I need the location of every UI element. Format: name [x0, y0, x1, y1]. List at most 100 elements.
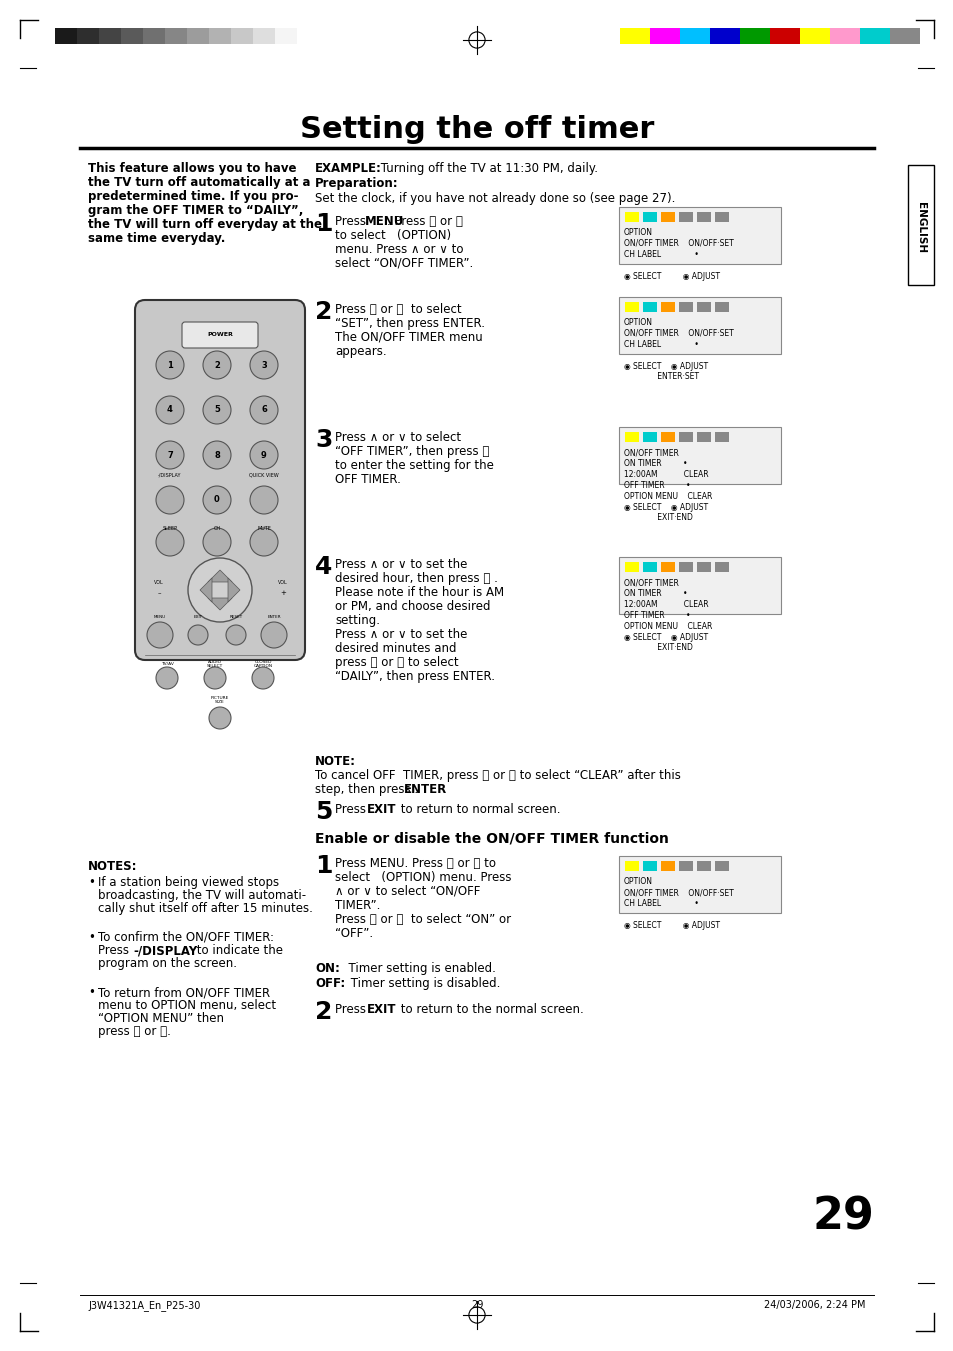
Circle shape [250, 528, 277, 557]
Bar [800, 28, 829, 45]
Text: MENU: MENU [153, 615, 166, 619]
Circle shape [156, 396, 184, 424]
Text: menu to OPTION menu, select: menu to OPTION menu, select [98, 998, 275, 1012]
Polygon shape [208, 598, 232, 611]
Bar [99, 28, 121, 45]
Text: 2: 2 [314, 300, 332, 324]
FancyBboxPatch shape [618, 427, 781, 484]
FancyBboxPatch shape [182, 322, 257, 349]
Text: AUDIO
SELECT: AUDIO SELECT [207, 659, 223, 669]
Text: select   (OPTION) menu. Press: select (OPTION) menu. Press [335, 871, 511, 884]
Circle shape [204, 667, 226, 689]
Text: ENTER: ENTER [403, 784, 446, 796]
Bar [209, 28, 231, 45]
Bar [679, 28, 709, 45]
Text: to return to normal screen.: to return to normal screen. [396, 802, 560, 816]
Text: CH LABEL              •: CH LABEL • [623, 340, 699, 349]
Bar [714, 303, 728, 312]
Bar [55, 28, 77, 45]
Text: ON/OFF TIMER    ON/OFF·SET: ON/OFF TIMER ON/OFF·SET [623, 888, 733, 897]
FancyBboxPatch shape [618, 207, 781, 263]
Bar [679, 303, 692, 312]
Bar [907, 165, 933, 285]
Text: MUTE: MUTE [256, 526, 271, 531]
Text: to select   (OPTION): to select (OPTION) [335, 230, 451, 242]
Text: Please note if the hour is AM: Please note if the hour is AM [335, 586, 503, 598]
FancyBboxPatch shape [618, 857, 781, 913]
Text: ◉ SELECT    ◉ ADJUST
              EXIT·END: ◉ SELECT ◉ ADJUST EXIT·END [623, 503, 707, 523]
Text: EXAMPLE:: EXAMPLE: [314, 162, 381, 176]
Text: 12:00AM           CLEAR: 12:00AM CLEAR [623, 470, 708, 480]
Circle shape [250, 396, 277, 424]
Text: 2: 2 [314, 1000, 332, 1024]
Text: Press ∧ or ∨ to set the: Press ∧ or ∨ to set the [335, 558, 467, 571]
Bar [77, 28, 99, 45]
Bar [165, 28, 187, 45]
Text: Press 〈 or 〉  to select “ON” or: Press 〈 or 〉 to select “ON” or [335, 913, 511, 925]
Text: ENGLISH: ENGLISH [915, 203, 925, 254]
Bar [624, 861, 639, 871]
Circle shape [250, 486, 277, 513]
Text: “OPTION MENU” then: “OPTION MENU” then [98, 1012, 224, 1025]
Text: 5: 5 [213, 405, 220, 415]
Bar [740, 28, 769, 45]
Text: OPTION: OPTION [623, 317, 652, 327]
Text: NOTES:: NOTES: [88, 861, 137, 873]
Text: -/DISPLAY: -/DISPLAY [158, 473, 182, 477]
FancyBboxPatch shape [618, 557, 781, 613]
Text: 29: 29 [471, 1300, 482, 1310]
Text: Press: Press [335, 802, 370, 816]
Circle shape [156, 486, 184, 513]
Text: EXIT: EXIT [367, 1002, 396, 1016]
Text: 1: 1 [314, 854, 333, 878]
Bar [679, 861, 692, 871]
Text: The ON/OFF TIMER menu: The ON/OFF TIMER menu [335, 331, 482, 345]
FancyBboxPatch shape [135, 300, 305, 661]
Bar [679, 562, 692, 571]
Text: desired hour, then press 〉 .: desired hour, then press 〉 . [335, 571, 497, 585]
Bar [231, 28, 253, 45]
Bar [187, 28, 209, 45]
Text: QUICK VIEW: QUICK VIEW [249, 473, 278, 477]
Text: 4: 4 [314, 555, 332, 580]
Bar [143, 28, 165, 45]
Text: •: • [88, 986, 94, 998]
Text: 5: 5 [314, 800, 332, 824]
Text: 1: 1 [167, 361, 172, 370]
Text: gram the OFF TIMER to “DAILY”,: gram the OFF TIMER to “DAILY”, [88, 204, 303, 218]
Text: To cancel OFF  TIMER, press 〈 or 〉 to select “CLEAR” after this: To cancel OFF TIMER, press 〈 or 〉 to sel… [314, 769, 680, 782]
Text: . Press 〈 or 〉: . Press 〈 or 〉 [387, 215, 462, 228]
Bar [253, 28, 274, 45]
Bar [697, 212, 710, 222]
Text: To confirm the ON/OFF TIMER:: To confirm the ON/OFF TIMER: [98, 931, 274, 944]
Text: ON:: ON: [314, 962, 339, 975]
Bar [660, 432, 675, 442]
Bar [642, 562, 657, 571]
Text: POWER: POWER [207, 332, 233, 338]
Text: same time everyday.: same time everyday. [88, 232, 225, 245]
Polygon shape [228, 578, 240, 603]
Text: ◉ SELECT         ◉ ADJUST: ◉ SELECT ◉ ADJUST [623, 272, 720, 281]
Text: 0: 0 [213, 496, 219, 504]
Circle shape [250, 351, 277, 380]
Bar [769, 28, 800, 45]
Text: 8: 8 [213, 450, 219, 459]
Text: ∧ or ∨ to select “ON/OFF: ∧ or ∨ to select “ON/OFF [335, 885, 480, 898]
Text: VOL: VOL [278, 580, 288, 585]
Text: CH LABEL              •: CH LABEL • [623, 898, 699, 908]
Bar [624, 212, 639, 222]
Bar [889, 28, 919, 45]
Bar [679, 212, 692, 222]
Text: 6: 6 [261, 405, 267, 415]
Text: RESET: RESET [229, 615, 242, 619]
Text: EXIT: EXIT [193, 615, 202, 619]
Circle shape [252, 667, 274, 689]
Text: desired minutes and: desired minutes and [335, 642, 456, 655]
Bar [624, 562, 639, 571]
Bar [829, 28, 859, 45]
Text: setting.: setting. [335, 613, 379, 627]
Text: cally shut itself off after 15 minutes.: cally shut itself off after 15 minutes. [98, 902, 313, 915]
Text: ENTER: ENTER [267, 615, 280, 619]
Text: 12:00AM           CLEAR: 12:00AM CLEAR [623, 600, 708, 609]
Text: NOTE:: NOTE: [314, 755, 355, 767]
